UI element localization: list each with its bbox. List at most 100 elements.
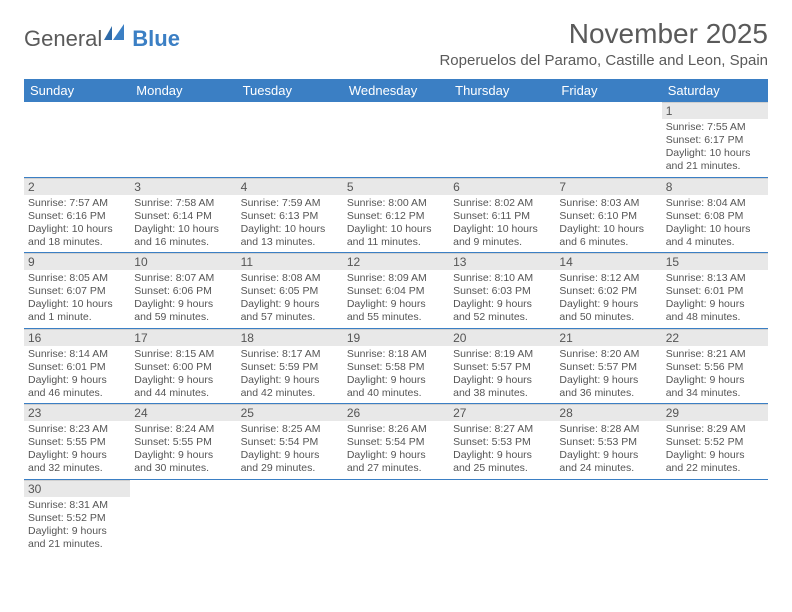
daylight-line: Daylight: 9 hours and 29 minutes. bbox=[241, 449, 320, 474]
calendar-cell bbox=[130, 102, 236, 177]
day-details: Sunrise: 8:31 AMSunset: 5:52 PMDaylight:… bbox=[24, 497, 130, 555]
sunset-line: Sunset: 6:04 PM bbox=[347, 285, 425, 297]
day-header: Thursday bbox=[449, 79, 555, 102]
day-details: Sunrise: 8:21 AMSunset: 5:56 PMDaylight:… bbox=[662, 346, 768, 404]
day-details: Sunrise: 8:20 AMSunset: 5:57 PMDaylight:… bbox=[555, 346, 661, 404]
sunrise-line: Sunrise: 7:57 AM bbox=[28, 197, 108, 209]
day-number: 22 bbox=[662, 329, 768, 346]
daylight-line: Daylight: 9 hours and 40 minutes. bbox=[347, 374, 426, 399]
day-details: Sunrise: 7:55 AMSunset: 6:17 PMDaylight:… bbox=[662, 119, 768, 177]
day-number: 3 bbox=[130, 178, 236, 195]
sunset-line: Sunset: 6:01 PM bbox=[28, 361, 106, 373]
calendar-cell bbox=[555, 102, 661, 177]
sunrise-line: Sunrise: 8:21 AM bbox=[666, 348, 746, 360]
day-number: 13 bbox=[449, 253, 555, 270]
sunrise-line: Sunrise: 8:23 AM bbox=[28, 423, 108, 435]
day-number: 21 bbox=[555, 329, 661, 346]
day-number: 8 bbox=[662, 178, 768, 195]
sunset-line: Sunset: 5:54 PM bbox=[347, 436, 425, 448]
calendar-body: 1Sunrise: 7:55 AMSunset: 6:17 PMDaylight… bbox=[24, 102, 768, 554]
calendar-cell: 19Sunrise: 8:18 AMSunset: 5:58 PMDayligh… bbox=[343, 328, 449, 404]
daylight-line: Daylight: 9 hours and 21 minutes. bbox=[28, 525, 107, 550]
sunset-line: Sunset: 6:08 PM bbox=[666, 210, 744, 222]
calendar-cell: 15Sunrise: 8:13 AMSunset: 6:01 PMDayligh… bbox=[662, 253, 768, 329]
calendar-cell: 17Sunrise: 8:15 AMSunset: 6:00 PMDayligh… bbox=[130, 328, 236, 404]
sunset-line: Sunset: 6:07 PM bbox=[28, 285, 106, 297]
sunrise-line: Sunrise: 8:13 AM bbox=[666, 272, 746, 284]
day-number: 12 bbox=[343, 253, 449, 270]
calendar-cell: 20Sunrise: 8:19 AMSunset: 5:57 PMDayligh… bbox=[449, 328, 555, 404]
sunrise-line: Sunrise: 8:03 AM bbox=[559, 197, 639, 209]
day-number: 30 bbox=[24, 480, 130, 497]
day-details: Sunrise: 8:29 AMSunset: 5:52 PMDaylight:… bbox=[662, 421, 768, 479]
calendar-cell: 23Sunrise: 8:23 AMSunset: 5:55 PMDayligh… bbox=[24, 404, 130, 480]
calendar-cell bbox=[130, 479, 236, 554]
calendar-cell bbox=[449, 102, 555, 177]
day-details: Sunrise: 8:25 AMSunset: 5:54 PMDaylight:… bbox=[237, 421, 343, 479]
day-number: 17 bbox=[130, 329, 236, 346]
day-header: Tuesday bbox=[237, 79, 343, 102]
sunset-line: Sunset: 5:52 PM bbox=[28, 512, 106, 524]
day-header: Saturday bbox=[662, 79, 768, 102]
calendar-cell bbox=[662, 479, 768, 554]
calendar-week: 23Sunrise: 8:23 AMSunset: 5:55 PMDayligh… bbox=[24, 404, 768, 480]
daylight-line: Daylight: 10 hours and 18 minutes. bbox=[28, 223, 113, 248]
sunset-line: Sunset: 6:05 PM bbox=[241, 285, 319, 297]
day-number: 14 bbox=[555, 253, 661, 270]
day-details: Sunrise: 8:27 AMSunset: 5:53 PMDaylight:… bbox=[449, 421, 555, 479]
sunrise-line: Sunrise: 8:05 AM bbox=[28, 272, 108, 284]
calendar-cell: 4Sunrise: 7:59 AMSunset: 6:13 PMDaylight… bbox=[237, 177, 343, 253]
day-details: Sunrise: 7:57 AMSunset: 6:16 PMDaylight:… bbox=[24, 195, 130, 253]
daylight-line: Daylight: 9 hours and 30 minutes. bbox=[134, 449, 213, 474]
calendar-cell bbox=[343, 479, 449, 554]
sunrise-line: Sunrise: 7:55 AM bbox=[666, 121, 746, 133]
calendar-cell bbox=[449, 479, 555, 554]
sunset-line: Sunset: 5:56 PM bbox=[666, 361, 744, 373]
sunset-line: Sunset: 5:55 PM bbox=[134, 436, 212, 448]
daylight-line: Daylight: 9 hours and 55 minutes. bbox=[347, 298, 426, 323]
calendar-cell: 12 Sunrise: 8:09 AMSunset: 6:04 PMDayligh… bbox=[343, 253, 449, 329]
day-number: 16 bbox=[24, 329, 130, 346]
sunset-line: Sunset: 5:59 PM bbox=[241, 361, 319, 373]
sunrise-line: Sunrise: 8:09 AM bbox=[347, 272, 427, 284]
logo: General Blue bbox=[24, 18, 180, 52]
day-details: Sunrise: 8:15 AMSunset: 6:00 PMDaylight:… bbox=[130, 346, 236, 404]
calendar-cell: 28Sunrise: 8:28 AMSunset: 5:53 PMDayligh… bbox=[555, 404, 661, 480]
sunset-line: Sunset: 5:54 PM bbox=[241, 436, 319, 448]
sunset-line: Sunset: 5:58 PM bbox=[347, 361, 425, 373]
daylight-line: Daylight: 9 hours and 34 minutes. bbox=[666, 374, 745, 399]
day-number: 25 bbox=[237, 404, 343, 421]
sunset-line: Sunset: 5:55 PM bbox=[28, 436, 106, 448]
daylight-line: Daylight: 9 hours and 25 minutes. bbox=[453, 449, 532, 474]
sunset-line: Sunset: 6:02 PM bbox=[559, 285, 637, 297]
sunset-line: Sunset: 6:10 PM bbox=[559, 210, 637, 222]
calendar-cell: 14Sunrise: 8:12 AMSunset: 6:02 PMDayligh… bbox=[555, 253, 661, 329]
calendar-cell: 24Sunrise: 8:24 AMSunset: 5:55 PMDayligh… bbox=[130, 404, 236, 480]
sunrise-line: Sunrise: 8:18 AM bbox=[347, 348, 427, 360]
calendar-cell: 11Sunrise: 8:08 AMSunset: 6:05 PMDayligh… bbox=[237, 253, 343, 329]
calendar-cell: 1Sunrise: 7:55 AMSunset: 6:17 PMDaylight… bbox=[662, 102, 768, 177]
calendar-header-row: SundayMondayTuesdayWednesdayThursdayFrid… bbox=[24, 79, 768, 102]
daylight-line: Daylight: 9 hours and 48 minutes. bbox=[666, 298, 745, 323]
sunset-line: Sunset: 5:57 PM bbox=[453, 361, 531, 373]
sunset-line: Sunset: 6:03 PM bbox=[453, 285, 531, 297]
header: General Blue November 2025 Roperuelos de… bbox=[24, 18, 768, 69]
day-details: Sunrise: 8:12 AMSunset: 6:02 PMDaylight:… bbox=[555, 270, 661, 328]
calendar-cell: 18Sunrise: 8:17 AMSunset: 5:59 PMDayligh… bbox=[237, 328, 343, 404]
calendar-cell: 22Sunrise: 8:21 AMSunset: 5:56 PMDayligh… bbox=[662, 328, 768, 404]
daylight-line: Daylight: 9 hours and 57 minutes. bbox=[241, 298, 320, 323]
sunrise-line: Sunrise: 8:14 AM bbox=[28, 348, 108, 360]
daylight-line: Daylight: 9 hours and 32 minutes. bbox=[28, 449, 107, 474]
day-details: Sunrise: 8:10 AMSunset: 6:03 PMDaylight:… bbox=[449, 270, 555, 328]
sunset-line: Sunset: 6:16 PM bbox=[28, 210, 106, 222]
sunrise-line: Sunrise: 8:26 AM bbox=[347, 423, 427, 435]
day-details: Sunrise: 8:07 AMSunset: 6:06 PMDaylight:… bbox=[130, 270, 236, 328]
sunset-line: Sunset: 6:01 PM bbox=[666, 285, 744, 297]
daylight-line: Daylight: 10 hours and 11 minutes. bbox=[347, 223, 432, 248]
day-number: 5 bbox=[343, 178, 449, 195]
calendar-cell: 6Sunrise: 8:02 AMSunset: 6:11 PMDaylight… bbox=[449, 177, 555, 253]
logo-text-2: Blue bbox=[132, 26, 180, 52]
calendar-week: 9Sunrise: 8:05 AMSunset: 6:07 PMDaylight… bbox=[24, 253, 768, 329]
daylight-line: Daylight: 10 hours and 9 minutes. bbox=[453, 223, 538, 248]
calendar-cell: 13Sunrise: 8:10 AMSunset: 6:03 PMDayligh… bbox=[449, 253, 555, 329]
